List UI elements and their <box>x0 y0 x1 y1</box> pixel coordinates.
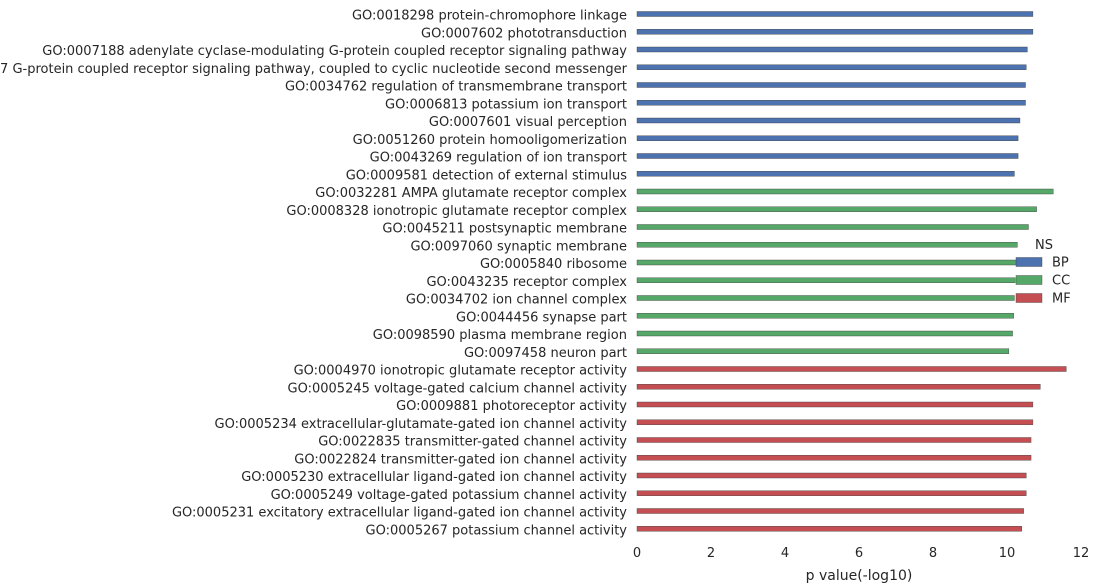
category-label: GO:0045211 postsynaptic membrane <box>382 222 627 237</box>
category-label: GO:0043269 regulation of ion transport <box>370 151 627 166</box>
bar-bp <box>636 46 1028 53</box>
x-tick-label: 10 <box>999 546 1016 561</box>
bar-cc <box>636 224 1029 230</box>
bar-cc <box>636 295 1015 301</box>
category-label: GO:0009881 photoreceptor activity <box>396 399 627 414</box>
bar-mf <box>636 437 1032 443</box>
bar-mf <box>636 526 1022 532</box>
x-tick-label: 2 <box>707 546 715 561</box>
legend-swatch-mf <box>1015 293 1043 303</box>
bar-bp <box>636 135 1019 141</box>
bar-mf <box>636 472 1027 479</box>
category-label: GO:0008328 ionotropic glutamate receptor… <box>286 204 627 219</box>
category-label: GO:0009581 detection of external stimulu… <box>346 168 628 183</box>
category-label: GO:0022824 transmitter-gated ion channel… <box>294 452 627 467</box>
x-axis: p value(-log10) 0 2 4 6 8 10 12 <box>633 546 1089 584</box>
category-label: GO:0007188 adenylate cyclase-modulating … <box>42 44 627 59</box>
bar-bp <box>636 11 1034 17</box>
bar-mf <box>636 419 1034 425</box>
bar-mf <box>636 490 1027 496</box>
category-label: GO:0005840 ribosome <box>480 257 627 272</box>
bar-cc <box>636 277 1016 283</box>
x-tick-label: 12 <box>1073 546 1090 561</box>
category-label: GO:0005231 excitatory extracellular liga… <box>172 506 627 521</box>
bars <box>636 11 1067 532</box>
x-axis-title: p value(-log10) <box>806 568 913 584</box>
category-label: GO:0007601 visual perception <box>429 115 627 130</box>
bar-mf <box>636 455 1032 461</box>
legend-swatch-cc <box>1015 275 1043 285</box>
category-label: GO:0022835 transmitter-gated channel act… <box>318 435 627 450</box>
bar-cc <box>636 348 1010 354</box>
bar-mf <box>636 366 1067 372</box>
bar-bp <box>636 171 1015 177</box>
x-tick-label: 0 <box>633 546 641 561</box>
bar-cc <box>636 259 1017 266</box>
legend-label-bp: BP <box>1052 256 1069 271</box>
bar-cc <box>636 206 1037 212</box>
category-label: GO:0005249 voltage-gated potassium chann… <box>271 488 628 503</box>
category-label: GO:0005234 extracellular-glutamate-gated… <box>215 417 628 432</box>
bar-mf <box>636 384 1041 390</box>
legend-label-mf: MF <box>1052 292 1071 307</box>
category-label: GO:0007187 G-protein coupled receptor si… <box>0 62 628 77</box>
category-label: GO:0005267 potassium channel activity <box>366 523 628 538</box>
legend: NS BP CC MF <box>1015 238 1071 307</box>
category-label: GO:0032281 AMPA glutamate receptor compl… <box>315 186 627 201</box>
category-label: GO:0018298 protein-chromophore linkage <box>352 9 627 24</box>
bar-cc <box>636 242 1018 248</box>
bar-mf <box>636 508 1024 514</box>
legend-swatch-bp <box>1015 257 1043 267</box>
x-tick-label: 4 <box>781 546 789 561</box>
category-label: GO:0051260 protein homooligomerization <box>353 133 627 148</box>
x-tick-label: 8 <box>929 546 937 561</box>
bar-bp <box>636 64 1027 70</box>
category-label: GO:0097060 synaptic membrane <box>410 239 627 254</box>
category-label: GO:0034762 regulation of transmembrane t… <box>285 80 627 95</box>
category-labels: GO:0018298 protein-chromophore linkage GO… <box>0 9 628 539</box>
bar-cc <box>636 313 1014 319</box>
category-label: GO:0006813 potassium ion transport <box>385 97 627 112</box>
category-label: GO:0034702 ion channel complex <box>406 293 627 308</box>
legend-title: NS <box>1035 238 1053 253</box>
category-label: GO:0005230 extracellular ligand-gated io… <box>241 470 627 485</box>
category-label: GO:0007602 phototransduction <box>421 26 627 41</box>
bar-mf <box>636 401 1034 408</box>
bar-cc <box>636 188 1054 195</box>
bar-bp <box>636 82 1026 88</box>
bar-cc <box>636 330 1013 337</box>
bar-bp <box>636 100 1026 106</box>
category-label: GO:0004970 ionotropic glutamate receptor… <box>294 364 628 379</box>
category-label: GO:0098590 plasma membrane region <box>373 328 627 343</box>
category-label: GO:0005245 voltage-gated calcium channel… <box>288 381 628 396</box>
x-tick-label: 6 <box>855 546 863 561</box>
legend-label-cc: CC <box>1052 274 1070 289</box>
bar-bp <box>636 117 1021 124</box>
category-label: GO:0043235 receptor complex <box>426 275 627 290</box>
category-label: GO:0044456 synapse part <box>456 310 627 325</box>
bar-bp <box>636 153 1019 159</box>
bar-bp <box>636 29 1034 35</box>
category-label: GO:0097458 neuron part <box>464 346 627 361</box>
